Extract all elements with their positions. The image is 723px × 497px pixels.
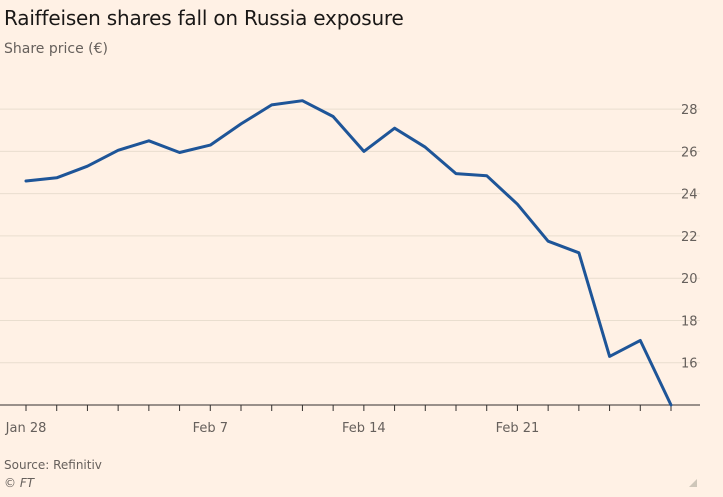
y-tick-label: 24	[681, 188, 698, 203]
y-tick-label: 20	[681, 272, 698, 287]
x-tick-label: Jan 28	[5, 421, 47, 436]
chart-subtitle: Share price (€)	[4, 41, 108, 57]
series-layer	[24, 99, 673, 407]
gridlines	[0, 108, 700, 364]
y-axis: 16 18 20 22 24 26 28	[681, 103, 698, 372]
y-tick-label: 22	[681, 230, 698, 245]
y-tick-label: 28	[681, 103, 698, 118]
y-tick-label: 16	[681, 357, 698, 372]
x-axis: Jan 28 Feb 7 Feb 14 Feb 21	[0, 404, 700, 436]
x-tick-label: Feb 7	[193, 421, 228, 436]
y-tick-label: 26	[681, 145, 698, 160]
y-tick-label: 18	[681, 314, 698, 329]
source-note: Source: Refinitiv	[4, 458, 102, 472]
resize-handle-icon[interactable]	[689, 479, 697, 487]
x-tick-label: Feb 14	[342, 421, 386, 436]
chart-title: Raiffeisen shares fall on Russia exposur…	[4, 6, 404, 30]
ft-credit: © FT	[4, 476, 35, 490]
share-price-line	[24, 99, 673, 407]
x-tick-label: Feb 21	[496, 421, 540, 436]
